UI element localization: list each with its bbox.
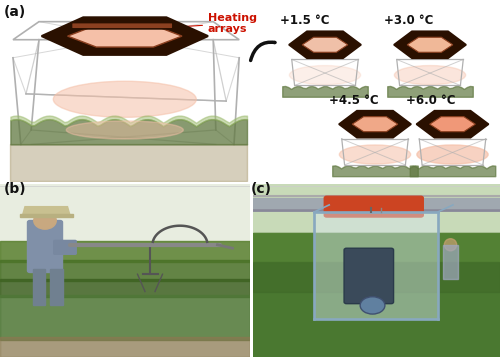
Polygon shape xyxy=(289,31,361,58)
Polygon shape xyxy=(407,37,453,52)
FancyBboxPatch shape xyxy=(54,240,76,254)
Bar xyxy=(0,295,250,340)
Polygon shape xyxy=(68,25,182,47)
Ellipse shape xyxy=(394,66,466,84)
Bar xyxy=(314,212,438,319)
Ellipse shape xyxy=(340,145,410,164)
Bar xyxy=(252,262,500,292)
Bar xyxy=(20,214,72,217)
Polygon shape xyxy=(42,17,208,55)
Polygon shape xyxy=(430,117,476,132)
Bar xyxy=(252,184,500,232)
Bar xyxy=(252,232,500,262)
Polygon shape xyxy=(352,117,398,132)
Polygon shape xyxy=(22,206,70,215)
Polygon shape xyxy=(394,31,466,58)
Bar xyxy=(32,269,45,305)
Ellipse shape xyxy=(360,297,385,314)
Text: (b): (b) xyxy=(4,182,26,196)
Ellipse shape xyxy=(66,121,184,139)
FancyBboxPatch shape xyxy=(324,196,424,217)
Text: +4.5 °C: +4.5 °C xyxy=(329,94,378,107)
Ellipse shape xyxy=(290,66,360,84)
Bar xyxy=(0,241,250,262)
Text: Heating
arrays: Heating arrays xyxy=(164,13,257,34)
FancyBboxPatch shape xyxy=(28,221,62,273)
Ellipse shape xyxy=(34,212,56,229)
Bar xyxy=(0,184,250,262)
Ellipse shape xyxy=(54,81,197,117)
Polygon shape xyxy=(339,111,411,138)
FancyBboxPatch shape xyxy=(344,248,394,304)
Bar xyxy=(0,260,250,281)
Ellipse shape xyxy=(444,239,456,251)
Polygon shape xyxy=(416,111,488,138)
Text: (c): (c) xyxy=(251,182,272,196)
Polygon shape xyxy=(302,37,348,52)
Bar xyxy=(252,232,500,357)
Bar xyxy=(252,198,500,208)
Text: (a): (a) xyxy=(4,5,26,19)
Text: +6.0 °C: +6.0 °C xyxy=(406,94,456,107)
FancyBboxPatch shape xyxy=(72,22,173,29)
Bar xyxy=(0,336,250,357)
Bar xyxy=(50,269,62,305)
Ellipse shape xyxy=(417,145,488,164)
Text: +3.0 °C: +3.0 °C xyxy=(384,14,434,27)
Bar xyxy=(443,245,458,279)
Text: +1.5 °C: +1.5 °C xyxy=(280,14,330,27)
Bar xyxy=(0,279,250,297)
